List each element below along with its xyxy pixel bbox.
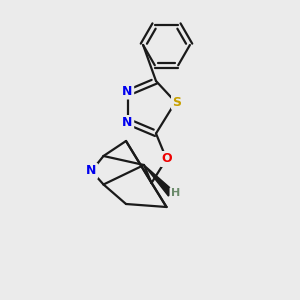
Text: N: N [122, 116, 133, 130]
Polygon shape [144, 165, 174, 196]
Text: H: H [171, 188, 180, 199]
Text: N: N [122, 85, 133, 98]
Text: S: S [172, 95, 182, 109]
Text: N: N [86, 164, 97, 178]
Text: O: O [161, 152, 172, 166]
